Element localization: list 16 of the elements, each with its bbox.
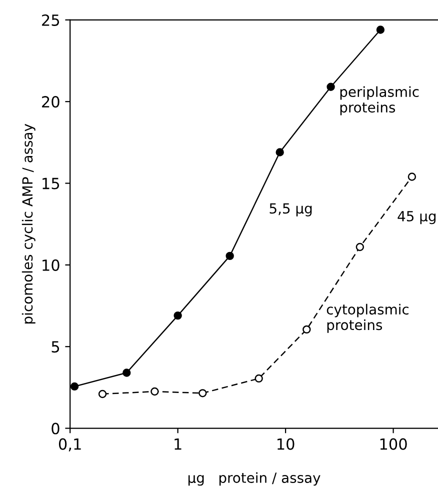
x-axis-title: µg protein / assay <box>188 472 320 486</box>
annotation: 45 µg <box>398 211 436 224</box>
y-axis-title: picomoles cyclic AMP / assay <box>22 124 36 324</box>
x-tick-label: 10 <box>278 438 294 450</box>
y-tick-label: 20 <box>42 96 60 108</box>
y-tick-label: 15 <box>42 178 60 190</box>
y-tick-label: 5 <box>52 341 60 353</box>
x-tick-label: 1 <box>174 438 182 450</box>
x-tick-label: 0,1 <box>58 438 81 452</box>
x-tick-label: 100 <box>380 438 407 450</box>
series-label: cytoplasmic proteins <box>326 304 408 333</box>
annotation: 5,5 µg <box>270 203 312 216</box>
series-label: periplasmic proteins <box>340 86 419 116</box>
y-tick-label: 0 <box>52 422 60 434</box>
y-tick-label: 10 <box>42 259 60 271</box>
y-tick-label: 25 <box>42 14 60 26</box>
